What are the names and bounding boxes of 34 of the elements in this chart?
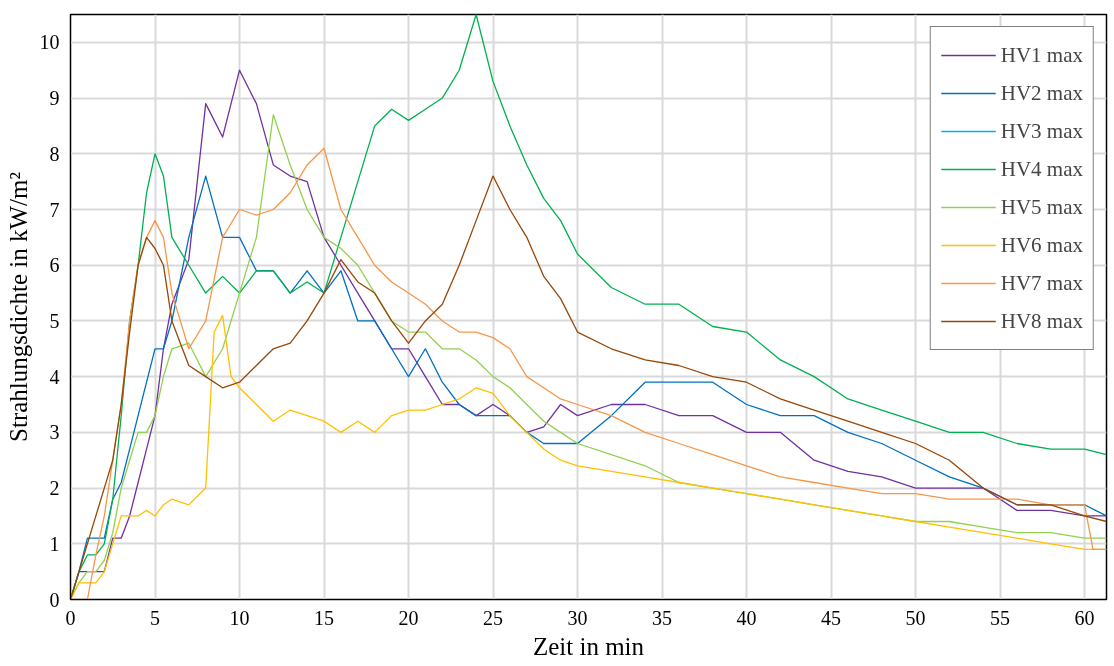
- x-tick-label: 50: [905, 606, 926, 629]
- legend-label: HV1 max: [1000, 41, 1083, 69]
- y-tick-label: 0: [49, 588, 60, 611]
- y-tick-label: 8: [49, 142, 60, 165]
- x-tick-label: 40: [736, 606, 757, 629]
- x-axis-title: Zeit in min: [532, 632, 645, 660]
- y-tick-label: 2: [49, 477, 60, 500]
- y-tick-label: 6: [49, 254, 60, 277]
- x-tick-label: 0: [65, 606, 76, 629]
- x-tick-label: 25: [483, 606, 504, 629]
- y-tick-label: 10: [39, 31, 60, 54]
- legend-label: HV5 max: [1000, 193, 1083, 221]
- legend-label: HV2 max: [1000, 79, 1083, 107]
- legend-label: HV4 max: [1000, 155, 1083, 183]
- x-tick-label: 35: [652, 606, 673, 629]
- legend-label: HV7 max: [1000, 269, 1083, 297]
- y-tick-label: 9: [49, 87, 60, 110]
- y-tick-label: 1: [49, 532, 60, 555]
- x-tick-label: 20: [398, 606, 419, 629]
- x-tick-label: 55: [990, 606, 1011, 629]
- legend-label: HV6 max: [1000, 231, 1083, 259]
- legend-label: HV8 max: [1000, 307, 1083, 335]
- x-tick-label: 45: [821, 606, 842, 629]
- y-tick-label: 7: [49, 198, 60, 221]
- x-tick-label: 30: [567, 606, 588, 629]
- y-tick-label: 5: [49, 309, 60, 332]
- x-tick-label: 10: [229, 606, 250, 629]
- y-tick-label: 4: [49, 365, 60, 388]
- y-tick-label: 3: [49, 421, 60, 444]
- y-axis-title: Strahlungsdichte in kW/m²: [4, 172, 32, 442]
- x-tick-label: 5: [150, 606, 160, 629]
- legend-label: HV3 max: [1000, 117, 1083, 145]
- x-tick-label: 60: [1074, 606, 1095, 629]
- x-tick-label: 15: [314, 606, 335, 629]
